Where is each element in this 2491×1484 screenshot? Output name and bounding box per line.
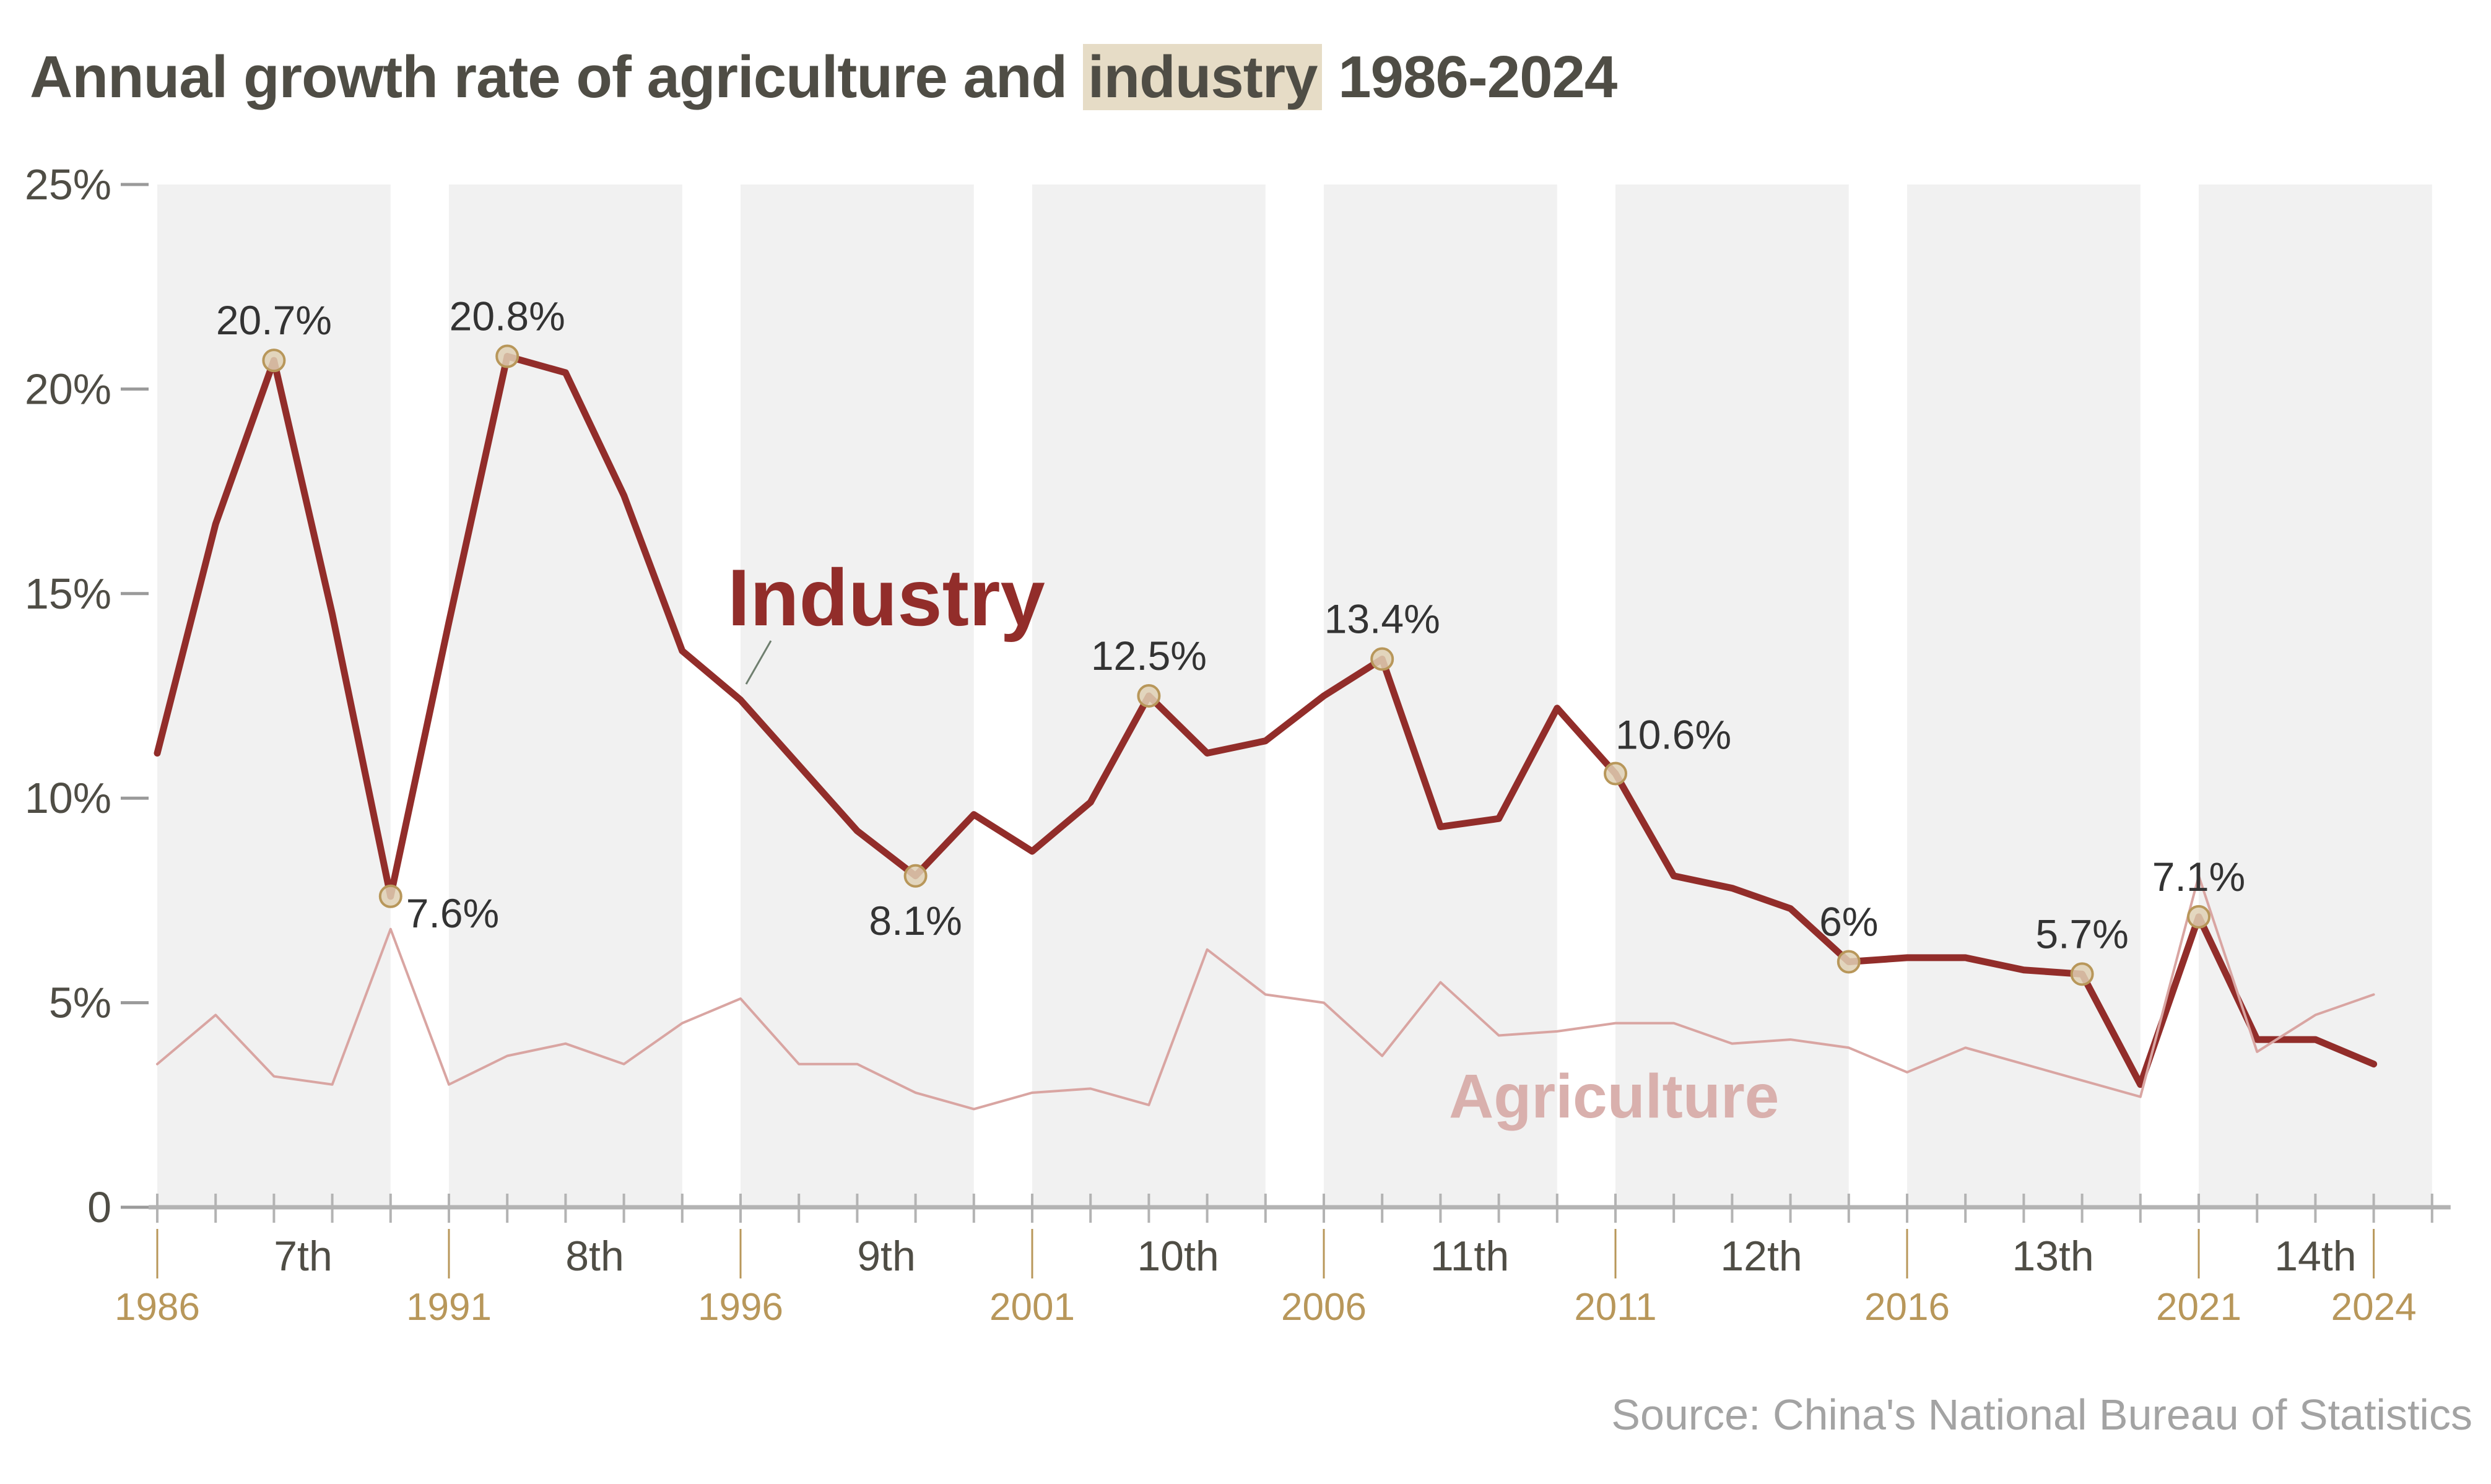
year-label: 1991 bbox=[406, 1286, 492, 1329]
title-part-1: Annual growth rate of agriculture and bbox=[30, 44, 1083, 110]
annotation-label: 7.1% bbox=[2152, 854, 2245, 900]
plan-label: 9th bbox=[857, 1233, 916, 1280]
y-tick-label: 10% bbox=[25, 774, 111, 822]
annotation-marker bbox=[1137, 684, 1161, 708]
annotation-label: 7.6% bbox=[406, 890, 499, 936]
series-line-agriculture bbox=[156, 874, 2375, 1111]
annotation-label: 20.7% bbox=[216, 297, 332, 343]
year-label: 2021 bbox=[2156, 1286, 2241, 1329]
annotation-marker bbox=[378, 884, 402, 908]
plan-band-13th bbox=[1907, 184, 2141, 1207]
annotation-marker bbox=[262, 349, 286, 373]
y-axis: 0 5% 10% 15% 20% 25% bbox=[25, 160, 149, 1231]
annotation-marker bbox=[2070, 962, 2094, 986]
plan-band-8th bbox=[449, 184, 682, 1207]
year-label: 2016 bbox=[1864, 1286, 1950, 1329]
annotation-label: 12.5% bbox=[1091, 633, 1207, 679]
annotation-label: 10.6% bbox=[1615, 712, 1731, 758]
y-tick-label: 25% bbox=[25, 160, 111, 209]
year-label: 2024 bbox=[2331, 1286, 2417, 1329]
plan-label: 8th bbox=[565, 1233, 624, 1280]
plan-label: 10th bbox=[1137, 1233, 1219, 1280]
y-tick-label: 5% bbox=[49, 979, 111, 1027]
series-lines bbox=[154, 353, 2378, 1111]
y-tick-label: 20% bbox=[25, 365, 111, 413]
annotation-marker bbox=[903, 864, 928, 888]
plan-label: 14th bbox=[2274, 1233, 2356, 1280]
year-label: 2011 bbox=[1574, 1286, 1656, 1329]
series-label-agriculture: Agriculture bbox=[1449, 1062, 1779, 1131]
industry-leader-line bbox=[745, 640, 772, 685]
annotation-label: 5.7% bbox=[2035, 911, 2128, 957]
series-label-industry: Industry bbox=[728, 552, 1045, 643]
plan-label: 12th bbox=[1720, 1233, 1802, 1280]
plan-band-9th bbox=[741, 184, 974, 1207]
annotation-marker bbox=[2187, 905, 2211, 929]
series-line-industry bbox=[154, 353, 2378, 1088]
annotation-marker bbox=[1604, 762, 1627, 786]
plan-bands bbox=[157, 184, 2432, 1207]
plan-label: 11th bbox=[1430, 1233, 1509, 1280]
annotation-label: 13.4% bbox=[1324, 596, 1440, 642]
annotation-label: 20.8% bbox=[450, 293, 565, 339]
plan-band-12th bbox=[1615, 184, 1849, 1207]
annotation-marker bbox=[1370, 647, 1394, 671]
annotation-label: 6% bbox=[1819, 899, 1878, 945]
year-label: 2001 bbox=[989, 1286, 1075, 1329]
plan-band-14th bbox=[2199, 184, 2432, 1207]
chart-title: Annual growth rate of agriculture and in… bbox=[30, 43, 1617, 111]
y-tick-label: 15% bbox=[25, 570, 111, 618]
x-axis: 7th 8th 9th 10th 11th 12th 13th 14th 1986 1991 199… bbox=[115, 1194, 2451, 1329]
source-note: Source: China's National Bureau of Stati… bbox=[1611, 1391, 2472, 1439]
plan-band-11th bbox=[1324, 184, 1557, 1207]
series-labels: Industry Agriculture bbox=[728, 552, 1779, 1131]
plan-label: 13th bbox=[2012, 1233, 2093, 1280]
annotation-marker bbox=[495, 344, 520, 368]
annotation-marker bbox=[1837, 950, 1861, 974]
title-highlight: industry bbox=[1082, 44, 1323, 110]
y-tick-label: 0 bbox=[87, 1183, 111, 1231]
annotations: 20.7% 7.6% 20.8% 8.1% 12.5% 13.4% 10.6% 6% 5.7% 7… bbox=[216, 293, 2245, 986]
year-label: 1996 bbox=[698, 1286, 783, 1329]
year-label: 2006 bbox=[1281, 1286, 1367, 1329]
plan-label: 7th bbox=[274, 1233, 333, 1280]
year-label: 1986 bbox=[115, 1286, 200, 1329]
annotation-label: 8.1% bbox=[869, 898, 962, 944]
leader-line bbox=[745, 640, 772, 685]
title-part-2: 1986-2024 bbox=[1322, 44, 1617, 110]
